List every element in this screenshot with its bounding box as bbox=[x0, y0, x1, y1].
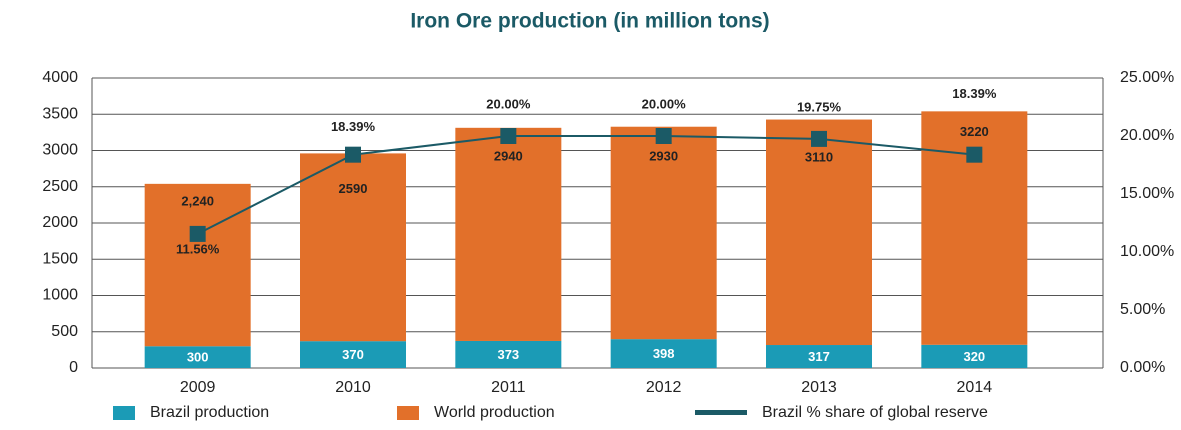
y-tick-label: 1000 bbox=[42, 287, 78, 304]
bar-segment bbox=[455, 340, 562, 368]
bar-segment bbox=[300, 341, 406, 368]
y2-tick-label: 25.00% bbox=[1120, 69, 1174, 86]
legend-label: Brazil production bbox=[150, 404, 269, 421]
x-tick-label: 2014 bbox=[957, 379, 993, 396]
legend-swatch bbox=[113, 406, 135, 420]
value-label: 373 bbox=[497, 347, 519, 362]
y2-tick-label: 20.00% bbox=[1120, 127, 1174, 144]
line-marker bbox=[345, 146, 361, 163]
y-tick-label: 0 bbox=[69, 359, 78, 376]
bar-segment bbox=[455, 127, 562, 341]
value-label: 2,240 bbox=[181, 193, 214, 208]
x-tick-label: 2011 bbox=[491, 379, 526, 396]
value-label: 19.75% bbox=[797, 99, 842, 114]
bar-segment bbox=[766, 345, 872, 368]
value-label: 320 bbox=[963, 349, 985, 364]
value-label: 398 bbox=[653, 346, 675, 361]
value-label: 317 bbox=[808, 349, 830, 364]
value-label: 2930 bbox=[649, 148, 678, 163]
value-label: 18.39% bbox=[331, 119, 376, 134]
line-marker bbox=[500, 128, 517, 144]
x-tick-label: 2013 bbox=[801, 379, 837, 396]
value-label: 3110 bbox=[805, 149, 833, 164]
y2-tick-label: 15.00% bbox=[1120, 185, 1174, 202]
y2-tick-label: 0.00% bbox=[1120, 359, 1165, 376]
y-tick-label: 500 bbox=[51, 323, 78, 340]
value-label: 11.56% bbox=[176, 241, 220, 256]
value-label: 2590 bbox=[339, 181, 368, 196]
legend-label: Brazil % share of global reserve bbox=[762, 404, 988, 421]
y-tick-label: 2000 bbox=[42, 214, 78, 231]
y-tick-label: 4000 bbox=[42, 69, 78, 86]
y2-tick-label: 5.00% bbox=[1120, 301, 1165, 318]
line-marker bbox=[811, 130, 827, 147]
bar-segment bbox=[610, 126, 717, 340]
y-tick-label: 1500 bbox=[42, 250, 78, 267]
legend-swatch bbox=[695, 410, 747, 415]
x-tick-label: 2012 bbox=[646, 379, 682, 396]
bar-segment bbox=[921, 344, 1028, 368]
value-label: 20.00% bbox=[486, 96, 531, 111]
y-tick-label: 2500 bbox=[42, 178, 78, 195]
bar-segment bbox=[921, 111, 1028, 345]
value-label: 20.00% bbox=[642, 96, 687, 111]
legend-swatch bbox=[397, 406, 419, 420]
bar-segment bbox=[300, 153, 406, 342]
line-marker bbox=[655, 128, 672, 144]
line-marker bbox=[966, 146, 983, 163]
line-marker bbox=[189, 225, 206, 242]
bar-segment bbox=[144, 346, 251, 368]
value-label: 3220 bbox=[960, 124, 989, 139]
y-tick-label: 3500 bbox=[42, 105, 78, 122]
x-tick-label: 2010 bbox=[335, 379, 371, 396]
value-label: 300 bbox=[187, 350, 209, 365]
bar-segment bbox=[766, 119, 872, 346]
y-tick-label: 3000 bbox=[42, 142, 78, 159]
y2-tick-label: 10.00% bbox=[1120, 243, 1174, 260]
chart-title: Iron Ore production (in million tons) bbox=[410, 10, 769, 33]
value-label: 18.39% bbox=[952, 86, 997, 101]
bar-segment bbox=[610, 339, 717, 368]
value-label: 370 bbox=[342, 347, 364, 362]
value-label: 2940 bbox=[494, 148, 523, 163]
line bbox=[197, 135, 975, 235]
legend-label: World production bbox=[434, 404, 555, 421]
x-tick-label: 2009 bbox=[180, 379, 216, 396]
bar-segment bbox=[144, 183, 251, 347]
